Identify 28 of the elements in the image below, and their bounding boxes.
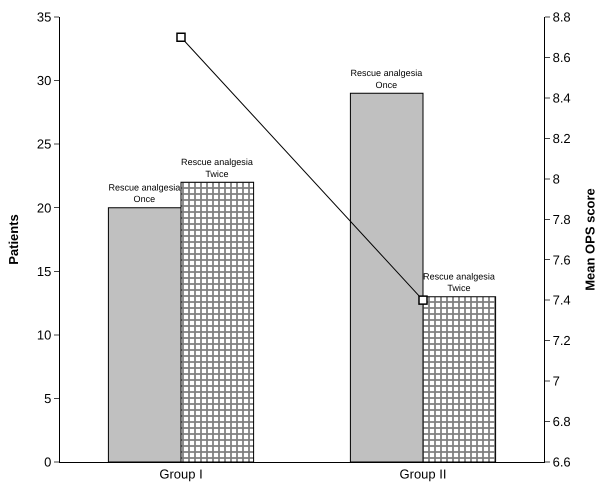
y2-tick-label: 8.8: [552, 10, 571, 25]
y2-tick-label: 7.4: [552, 292, 571, 308]
y2-tick-label: 6.8: [552, 414, 571, 430]
y-axis-title: Patients: [6, 214, 21, 265]
y2-tick-label: 8.2: [552, 130, 571, 146]
series-label: Rescue analgesia Once: [108, 182, 182, 204]
y-tick-label: 30: [36, 73, 52, 88]
y-tick-label: 10: [36, 327, 52, 342]
y-tick-label: 35: [36, 10, 52, 25]
series-label: Rescue analgesia Twice: [423, 271, 496, 294]
y2-axis-title: Mean OPS score: [582, 188, 598, 291]
y2-tick-label: 7.2: [552, 333, 571, 348]
y-tick-label: 20: [36, 200, 52, 216]
y2-tick-label: 8: [552, 171, 560, 186]
x-tick-label: Group I: [159, 466, 203, 482]
x-tick-label: Group II: [400, 466, 446, 482]
y-tick-label: 5: [44, 390, 52, 406]
y2-tick-label: 8.4: [552, 90, 571, 106]
y2-tick-label: 7: [552, 374, 560, 389]
y-tick-label: 25: [36, 136, 52, 152]
y-tick-label: 0: [44, 454, 52, 470]
text: Rescue analgesia Once: [350, 68, 422, 90]
y2-tick-label: 6.6: [552, 454, 571, 470]
y-tick-label: 15: [36, 264, 52, 279]
y2-tick-label: 8.6: [552, 50, 571, 65]
text: Rescue analgesia Twice: [181, 157, 253, 179]
y2-tick-label: 7.8: [552, 212, 571, 227]
y2-tick-label: 7.6: [552, 252, 571, 268]
